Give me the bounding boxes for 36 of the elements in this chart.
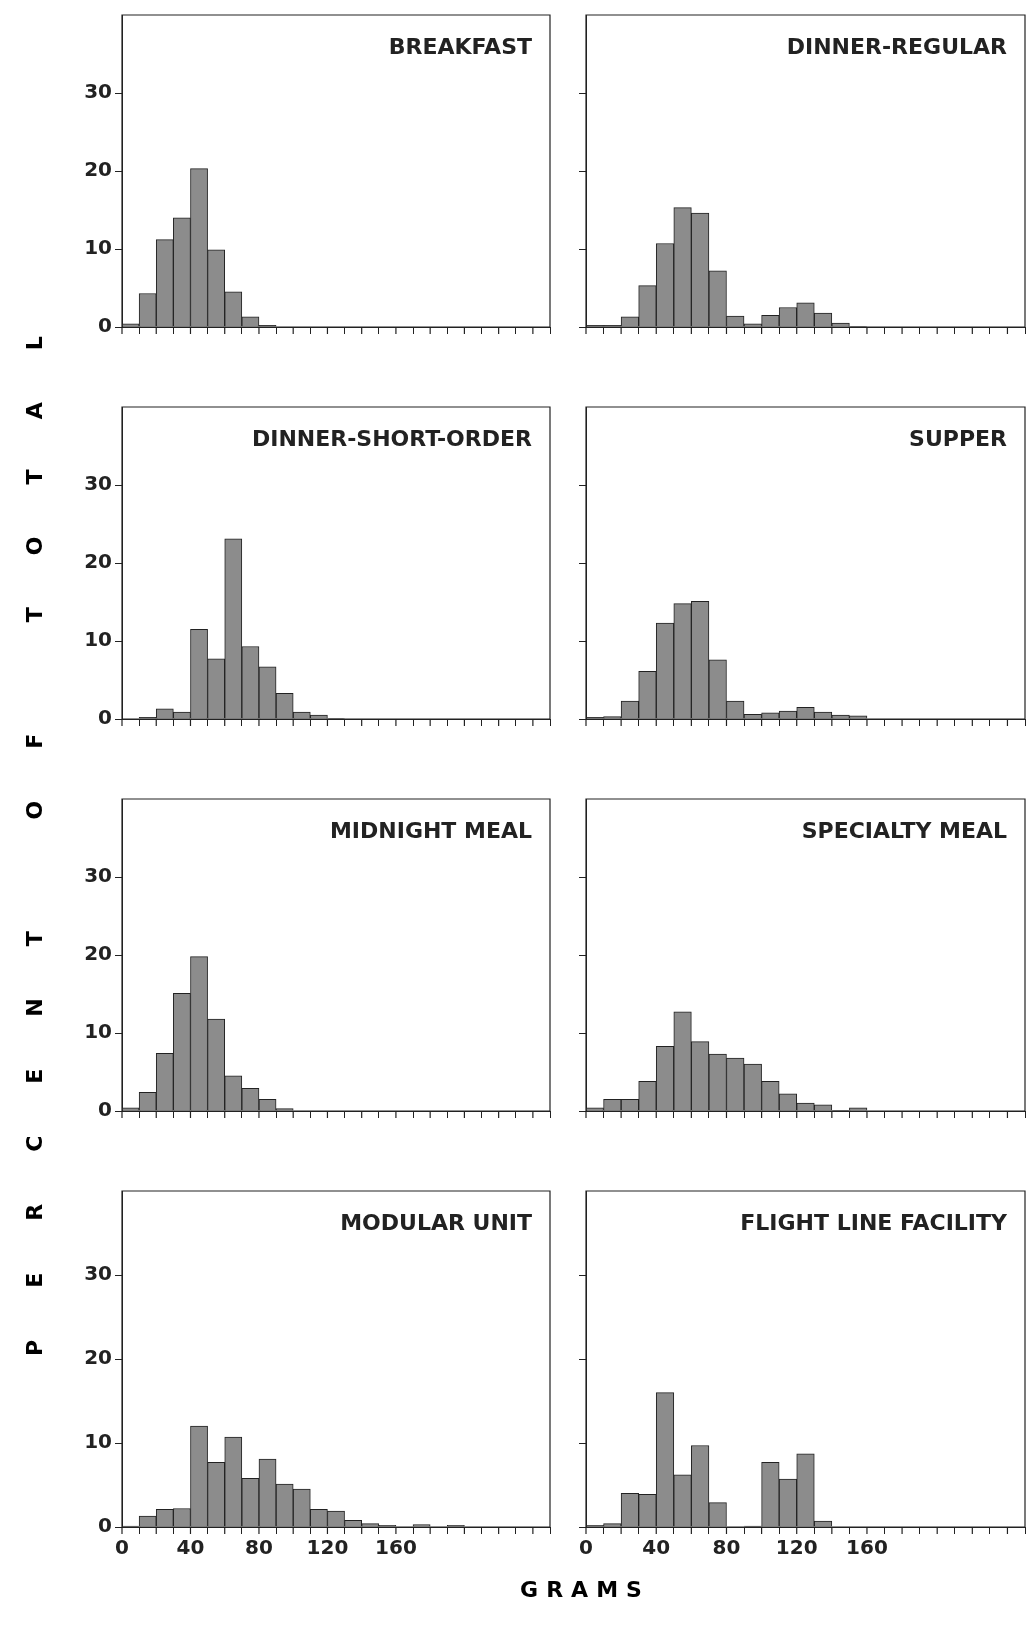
y-tick-label: 0 <box>98 705 112 730</box>
text: MIDNIGHT MEAL <box>329 817 532 843</box>
y-tick-label: 10 <box>84 1429 112 1454</box>
y-tick-label: 10 <box>84 235 112 260</box>
x-tick-label: 0 <box>115 1535 129 1560</box>
x-tick-label: 40 <box>176 1535 205 1560</box>
text: BREAKFAST <box>388 33 532 59</box>
text: DINNER-REGULAR <box>786 33 1008 59</box>
y-tick-label: 0 <box>98 313 112 338</box>
x-tick-label: 0 <box>579 1535 593 1560</box>
y-tick-label: 30 <box>84 79 112 104</box>
x-tick-label: 160 <box>375 1535 417 1560</box>
x-tick-label: 80 <box>712 1535 741 1560</box>
x-tick-label: 120 <box>306 1535 349 1560</box>
y-tick-label: 30 <box>84 471 112 496</box>
y-tick-label: 20 <box>84 549 112 574</box>
y-tick-label: 30 <box>84 863 112 888</box>
y-tick-label: 10 <box>84 627 112 652</box>
y-tick-label: 0 <box>98 1097 112 1122</box>
x-axis-title: GRAMS <box>520 1577 650 1602</box>
text: SPECIALTY MEAL <box>801 817 1007 843</box>
y-tick-label: 20 <box>84 157 112 182</box>
y-tick-label: 20 <box>84 1345 112 1370</box>
text: MODULAR UNIT <box>340 1209 532 1235</box>
x-tick-label: 120 <box>775 1535 818 1560</box>
y-tick-label: 10 <box>84 1019 112 1044</box>
text: FLIGHT LINE FACILITY <box>740 1209 1009 1235</box>
y-tick-label: 30 <box>84 1261 112 1286</box>
text: SUPPER <box>909 425 1008 451</box>
x-tick-label: 160 <box>846 1535 888 1560</box>
text: DINNER-SHORT-ORDER <box>251 425 533 451</box>
x-tick-label: 80 <box>245 1535 273 1560</box>
y-tick-label: 20 <box>84 941 112 966</box>
y-axis-title: PERCENT OF TOTAL <box>21 284 47 1356</box>
x-tick-label: 40 <box>642 1535 671 1560</box>
y-tick-label: 0 <box>98 1513 112 1538</box>
